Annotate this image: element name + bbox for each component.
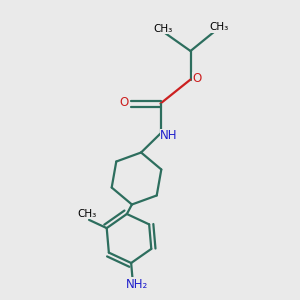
Text: CH₃: CH₃ <box>77 209 96 219</box>
Text: CH₃: CH₃ <box>209 22 229 32</box>
Text: O: O <box>193 72 202 86</box>
Text: NH: NH <box>160 129 178 142</box>
Text: NH₂: NH₂ <box>126 278 148 291</box>
Text: CH₃: CH₃ <box>154 23 173 34</box>
Text: O: O <box>120 96 129 110</box>
